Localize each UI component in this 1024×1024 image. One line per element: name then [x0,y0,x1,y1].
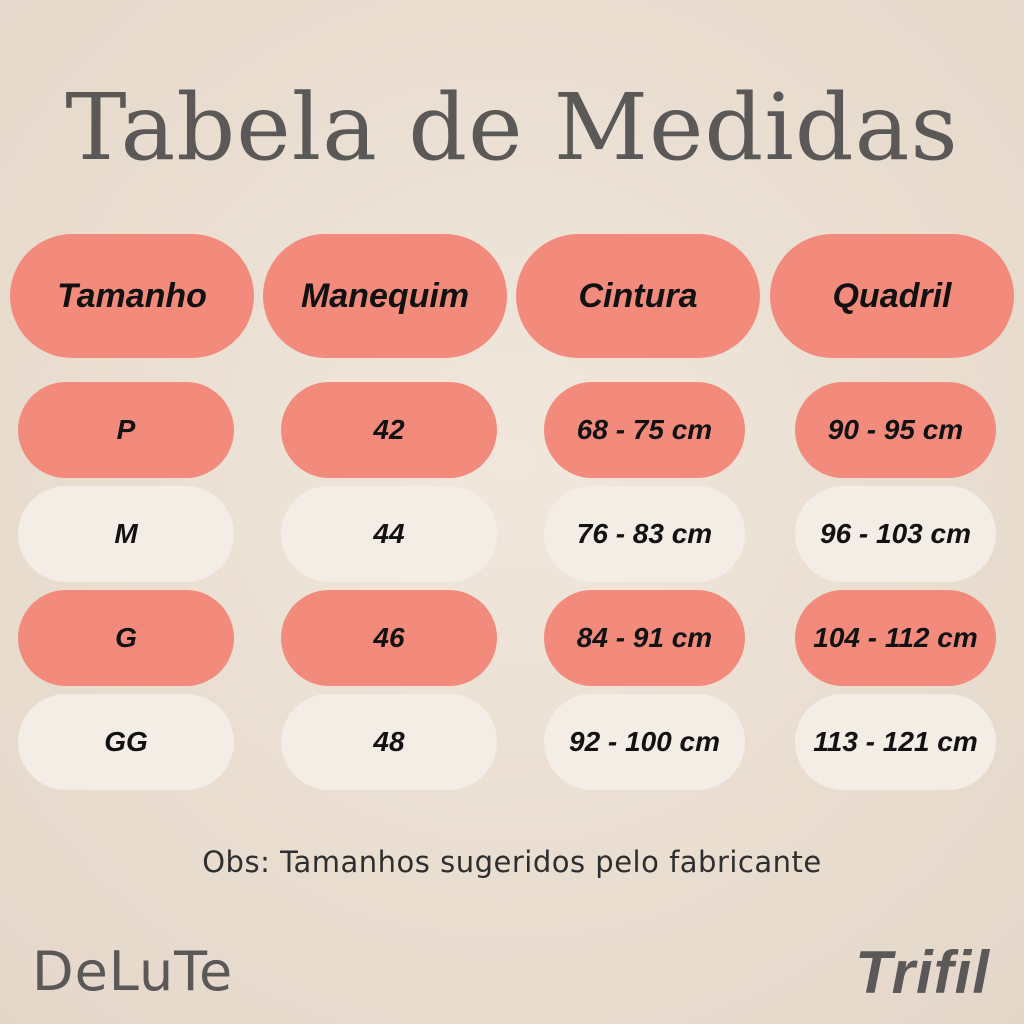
footnote: Obs: Tamanhos sugeridos pelo fabricante [202,845,822,879]
table-cell: 84 - 91 cm [544,590,745,686]
header-tamanho: Tamanho [10,234,254,358]
table-cell: 90 - 95 cm [795,382,996,478]
table-cell: 76 - 83 cm [544,486,745,582]
table-cell: 104 - 112 cm [795,590,996,686]
header-quadril: Quadril [770,234,1014,358]
table-cell: 113 - 121 cm [795,694,996,790]
page-title: Tabela de Medidas [65,74,959,181]
trifil-logo: Trifil [855,939,990,1006]
table-cell: 48 [281,694,497,790]
table-cell: 92 - 100 cm [544,694,745,790]
table-cell: P [18,382,234,478]
table-cell: 44 [281,486,497,582]
table-cell: G [18,590,234,686]
delute-logo: DeLuTe [32,940,234,1003]
table-cell: 68 - 75 cm [544,382,745,478]
table-cell: M [18,486,234,582]
header-cintura: Cintura [516,234,760,358]
table-cell: 46 [281,590,497,686]
table-cell: 42 [281,382,497,478]
table-cell: GG [18,694,234,790]
header-manequim: Manequim [263,234,507,358]
table-cell: 96 - 103 cm [795,486,996,582]
